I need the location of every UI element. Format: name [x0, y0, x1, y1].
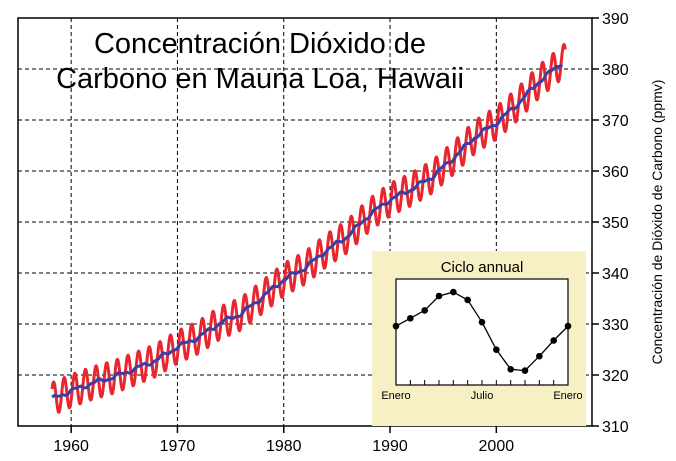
trend-co2-series [51, 63, 564, 399]
inset-point [550, 337, 557, 344]
annual-cycle-inset: Ciclo annual Enero Julio Enero [372, 251, 586, 426]
y-tick-label: 310 [602, 419, 629, 436]
chart-title-line-2: Carbono en Mauna Loa, Hawaii [56, 63, 464, 95]
y-tick-label: 360 [602, 164, 629, 181]
trend-co2-line [51, 63, 564, 399]
axis-ticks: 1960 1970 1980 1990 2000 310 320 330 340 350 360 37… [53, 11, 628, 455]
inset-point [564, 322, 572, 330]
inset-x-tick-label: Enero [553, 390, 582, 402]
inset-point [521, 367, 529, 374]
inset-ticks: Enero Julio Enero [381, 380, 583, 402]
inset-title: Ciclo annual [441, 259, 524, 276]
y-tick-label: 350 [602, 215, 629, 232]
inset-frame [395, 278, 569, 386]
inset-point [450, 288, 457, 296]
x-tick-label: 2000 [479, 438, 515, 455]
y-tick-label: 390 [602, 11, 629, 28]
inset-point [478, 318, 486, 326]
inset-point [435, 292, 443, 300]
inset-x-tick-label: Enero [381, 390, 410, 402]
inset-x-tick-label: Julio [471, 390, 494, 402]
inset-point [464, 296, 471, 304]
inset-point [421, 307, 428, 314]
chart-title-line-1: Concentración Dióxido de [94, 28, 426, 60]
inset-point [493, 346, 500, 353]
inset-point [507, 365, 514, 373]
x-tick-label: 1980 [266, 438, 302, 455]
monthly-co2-series [50, 42, 567, 414]
y-axis-label: Concentración de Dióxido de Carbono (ppm… [649, 80, 665, 365]
inset-point [407, 314, 414, 322]
annual-cycle-series [392, 288, 572, 374]
y-tick-label: 330 [602, 317, 629, 334]
y-tick-label: 340 [602, 266, 629, 283]
inset-point [392, 322, 400, 330]
y-tick-label: 380 [602, 62, 629, 79]
inset-point [536, 352, 543, 360]
y-tick-label: 370 [602, 113, 629, 130]
monthly-co2-line [50, 42, 567, 414]
y-tick-label: 320 [602, 368, 629, 385]
x-tick-label: 1960 [53, 438, 89, 455]
x-tick-label: 1970 [160, 438, 196, 455]
x-tick-label: 1990 [372, 438, 408, 455]
